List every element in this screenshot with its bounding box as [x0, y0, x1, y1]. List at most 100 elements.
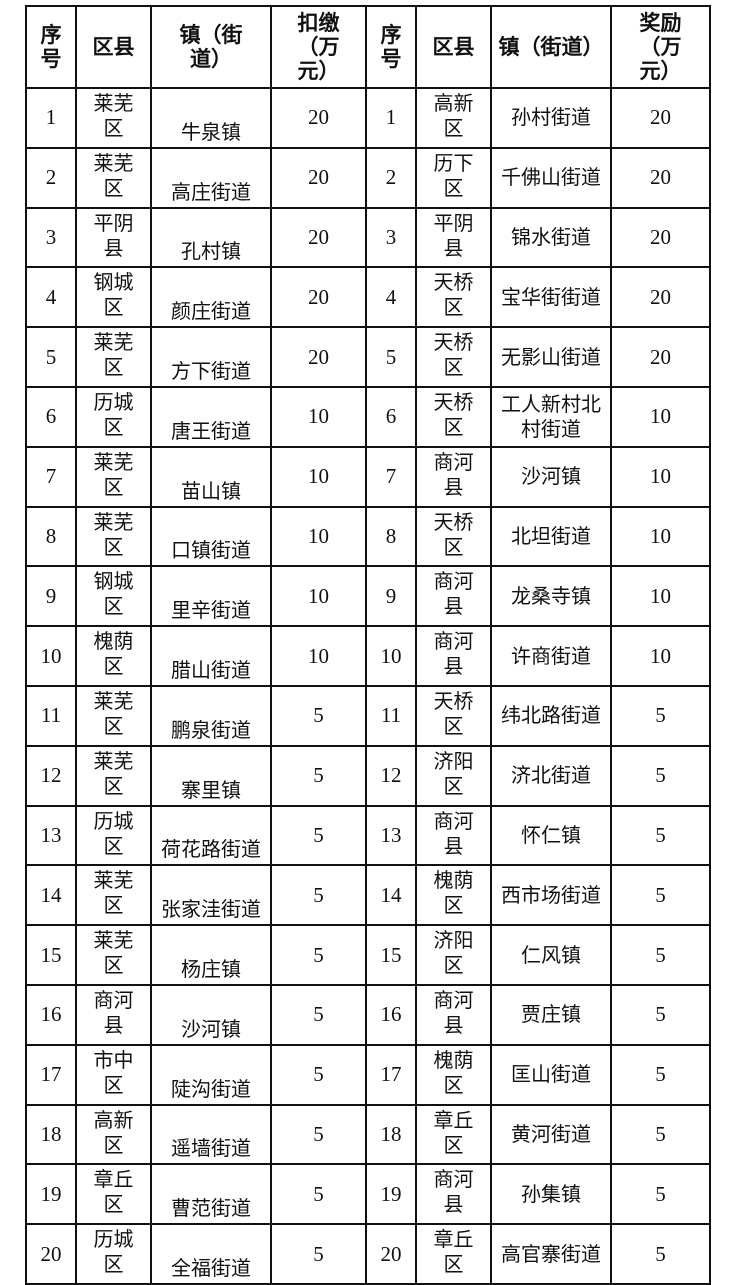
region-left-cell: 高新区	[75, 1103, 152, 1166]
amount-right-text: 5	[655, 1002, 666, 1027]
town-left-cell: 腊山街道	[150, 625, 272, 687]
amount-left-text: 5	[313, 703, 324, 728]
amount-left-cell: 10	[270, 445, 367, 508]
seq-left-text: 18	[40, 1121, 62, 1146]
region-right-text: 商河县	[433, 569, 474, 619]
amount-left-cell: 5	[270, 864, 367, 927]
seq-right-text: 13	[380, 822, 402, 847]
seq-right-text: 1	[385, 105, 397, 130]
region-left-cell: 莱芜区	[75, 744, 152, 807]
region-right-cell: 商河县	[415, 445, 492, 508]
table-row: 1 莱芜区 牛泉镇 20 1 高新区 孙村街道 20	[25, 87, 711, 149]
town-left-cell: 鹏泉街道	[150, 684, 272, 747]
penalty-reward-table: 序号 区县 镇（街道） 扣缴（万元） 序号 区县 镇（街道） 奖励（万元） 1 莱…	[25, 5, 711, 1285]
region-right-cell: 商河县	[415, 625, 492, 687]
region-left-text: 历城区	[93, 389, 134, 439]
seq-left-cell: 11	[25, 684, 77, 747]
seq-right-cell: 4	[365, 266, 417, 329]
seq-left-cell: 15	[25, 924, 77, 986]
seq-right-cell: 19	[365, 1163, 417, 1226]
amount-right-cell: 20	[610, 206, 711, 269]
seq-left-cell: 14	[25, 864, 77, 927]
amount-right-cell: 5	[610, 1163, 711, 1226]
seq-right-text: 9	[385, 583, 397, 608]
table-row: 20 历城区 全福街道 5 20 章丘区 高官寨街道 5	[25, 1223, 711, 1285]
amount-left-cell: 5	[270, 1163, 367, 1226]
seq-left-text: 14	[40, 882, 62, 907]
region-right-cell: 高新区	[415, 87, 492, 149]
amount-left-cell: 5	[270, 1103, 367, 1166]
region-right-cell: 济阳区	[415, 924, 492, 986]
seq-right-cell: 1	[365, 87, 417, 149]
amount-left-cell: 20	[270, 326, 367, 388]
amount-right-text: 10	[650, 523, 671, 548]
seq-left-text: 7	[45, 464, 57, 489]
table-row: 9 钢城区 里辛街道 10 9 商河县 龙桑寺镇 10	[25, 565, 711, 628]
region-left-cell: 莱芜区	[75, 924, 152, 986]
amount-left-text: 5	[313, 942, 324, 967]
seq-left-text: 6	[45, 404, 57, 429]
seq-left-cell: 20	[25, 1223, 77, 1285]
seq-left-text: 9	[45, 583, 57, 608]
town-left-text: 张家洼街道	[161, 897, 261, 922]
amount-left-text: 5	[313, 1002, 324, 1027]
table-row: 13 历城区 荷花路街道 5 13 商河县 怀仁镇 5	[25, 804, 711, 867]
region-right-text: 天桥区	[433, 330, 474, 380]
region-left-text: 章丘区	[93, 1167, 134, 1217]
amount-right-text: 20	[650, 105, 671, 130]
region-right-cell: 槐荫区	[415, 1043, 492, 1106]
town-left-cell: 陡沟街道	[150, 1043, 272, 1106]
seq-left-text: 5	[45, 344, 57, 369]
seq-left-cell: 10	[25, 625, 77, 687]
seq-left-cell: 9	[25, 565, 77, 628]
region-right-text: 历下区	[433, 150, 474, 200]
region-right-text: 天桥区	[433, 389, 474, 439]
table-row: 8 莱芜区 口镇街道 10 8 天桥区 北坦街道 10	[25, 505, 711, 568]
town-right-cell: 怀仁镇	[490, 804, 612, 867]
town-left-text: 方下街道	[171, 358, 251, 383]
seq-left-text: 11	[40, 703, 62, 728]
seq-left-text: 13	[40, 822, 62, 847]
town-right-cell: 无影山街道	[490, 326, 612, 388]
seq-right-cell: 3	[365, 206, 417, 269]
town-right-cell: 西市场街道	[490, 864, 612, 927]
town-right-text: 高官寨街道	[501, 1241, 601, 1266]
region-left-text: 莱芜区	[93, 688, 134, 738]
region-right-text: 章丘区	[433, 1227, 474, 1277]
town-right-text: 仁风镇	[521, 942, 581, 967]
table-row: 14 莱芜区 张家洼街道 5 14 槐荫区 西市场街道 5	[25, 864, 711, 927]
seq-right-text: 8	[385, 523, 397, 548]
amount-left-text: 5	[313, 1121, 324, 1146]
amount-left-text: 5	[313, 1241, 324, 1266]
region-left-text: 商河县	[93, 987, 134, 1037]
header-row: 序号 区县 镇（街道） 扣缴（万元） 序号 区县 镇（街道） 奖励（万元）	[25, 5, 711, 89]
town-right-cell: 北坦街道	[490, 505, 612, 568]
seq-left-text: 15	[40, 942, 62, 967]
amount-left-cell: 5	[270, 1223, 367, 1285]
seq-right-text: 4	[385, 284, 397, 309]
town-right-cell: 龙桑寺镇	[490, 565, 612, 628]
region-right-text: 商河县	[433, 449, 474, 499]
town-right-cell: 纬北路街道	[490, 684, 612, 747]
region-right-text: 商河县	[433, 987, 474, 1037]
town-left-text: 牛泉镇	[181, 119, 241, 144]
amount-right-cell: 20	[610, 326, 711, 388]
region-left-cell: 平阴县	[75, 206, 152, 269]
seq-left-text: 3	[45, 224, 57, 249]
amount-right-cell: 5	[610, 924, 711, 986]
town-right-text: 龙桑寺镇	[511, 583, 591, 608]
amount-right-text: 5	[655, 1062, 666, 1087]
town-right-text: 孙集镇	[521, 1181, 581, 1206]
town-left-cell: 寨里镇	[150, 744, 272, 807]
amount-right-text: 10	[650, 583, 671, 608]
town-right-text: 宝华街街道	[501, 284, 601, 309]
region-right-text: 天桥区	[433, 688, 474, 738]
seq-right-text: 16	[380, 1002, 402, 1027]
amount-left-text: 5	[313, 1062, 324, 1087]
region-right-text: 槐荫区	[433, 1047, 474, 1097]
seq-right-cell: 6	[365, 385, 417, 448]
seq-right-text: 3	[385, 224, 397, 249]
town-left-text: 苗山镇	[181, 478, 241, 503]
town-right-cell: 孙集镇	[490, 1163, 612, 1226]
region-left-text: 莱芜区	[93, 509, 134, 559]
